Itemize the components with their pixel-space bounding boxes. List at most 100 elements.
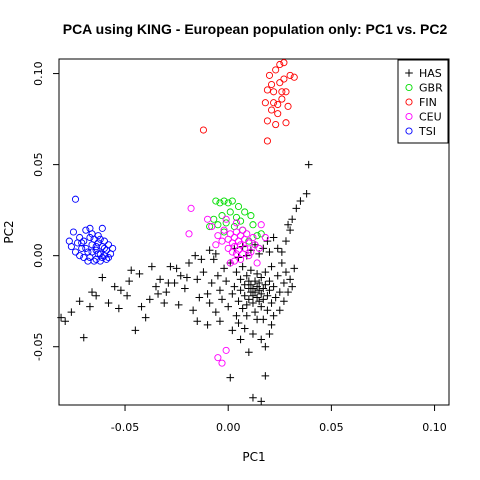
point-has — [75, 297, 84, 305]
point-has — [280, 279, 288, 287]
point-fin — [199, 126, 207, 134]
point-has — [185, 259, 193, 267]
point-ceu — [261, 233, 269, 242]
point-has — [273, 271, 282, 280]
point-fin — [278, 88, 286, 96]
point-has — [247, 266, 255, 275]
point-tsi-legend-symbol — [405, 127, 413, 135]
point-ceu — [230, 257, 238, 265]
point-ceu — [218, 237, 226, 245]
data-points — [57, 59, 313, 406]
point-has — [232, 268, 241, 276]
point-has — [172, 264, 181, 273]
point-gbr — [232, 213, 241, 221]
point-has — [271, 293, 280, 302]
point-has — [261, 268, 270, 276]
point-fin — [265, 71, 274, 79]
point-ceu — [257, 221, 265, 229]
point-has — [251, 240, 259, 249]
point-tsi — [84, 257, 92, 265]
point-fin — [280, 75, 288, 83]
point-has — [123, 291, 131, 300]
legend-label-ceu: CEU — [419, 111, 442, 124]
point-has — [228, 290, 237, 298]
point-has — [228, 326, 237, 335]
point-ceu — [222, 215, 230, 223]
point-fin — [274, 100, 282, 109]
point-has — [125, 277, 133, 285]
legend-label-has: HAS — [419, 67, 442, 80]
point-ceu — [237, 241, 245, 249]
point-has — [226, 259, 235, 267]
point-tsi — [88, 248, 96, 256]
point-has — [232, 311, 241, 320]
point-gbr — [237, 217, 245, 225]
point-gbr — [214, 221, 222, 229]
x-axis: -0.05 0.00 0.05 0.10 — [111, 405, 447, 434]
point-has — [212, 250, 220, 258]
point-gbr — [206, 222, 214, 231]
point-fin — [263, 137, 271, 145]
point-gbr — [249, 221, 257, 229]
point-tsi — [88, 230, 96, 238]
point-tsi — [82, 226, 90, 234]
y-tick-label: -0.05 — [32, 332, 45, 360]
y-tick-label: 0.05 — [32, 152, 45, 177]
point-gbr — [222, 219, 230, 227]
x-tick-label: 0.00 — [216, 421, 241, 434]
x-tick-label: -0.05 — [111, 421, 139, 434]
point-has — [261, 281, 270, 289]
point-has — [265, 248, 274, 256]
point-has — [205, 299, 214, 307]
point-tsi — [90, 257, 98, 265]
point-ceu — [224, 244, 232, 252]
point-has — [212, 308, 220, 316]
point-tsi — [109, 244, 117, 252]
point-ceu — [255, 244, 263, 252]
point-ceu — [243, 230, 251, 238]
legend-label-fin: FIN — [419, 96, 437, 109]
point-has — [191, 251, 199, 260]
point-has — [275, 306, 284, 315]
point-tsi — [67, 243, 75, 251]
point-has — [255, 297, 263, 305]
point-has — [249, 299, 257, 307]
point-has — [249, 284, 257, 293]
y-axis: -0.05 0.00 0.05 0.10 — [32, 61, 59, 361]
point-tsi — [82, 244, 90, 252]
point-fin — [272, 66, 280, 74]
point-ceu — [212, 241, 220, 249]
point-tsi — [92, 243, 100, 251]
point-tsi — [74, 239, 82, 247]
point-has — [193, 275, 202, 284]
point-has — [265, 330, 274, 338]
point-gbr — [228, 197, 236, 205]
point-tsi — [71, 195, 80, 203]
point-has — [164, 279, 173, 287]
point-has — [141, 313, 150, 322]
point-has — [135, 270, 144, 278]
point-tsi — [80, 237, 88, 245]
point-tsi — [94, 250, 102, 258]
point-has — [240, 291, 249, 300]
point-ceu — [187, 204, 195, 212]
point-tsi — [100, 244, 108, 252]
point-fin — [274, 110, 282, 118]
point-ceu — [249, 233, 257, 242]
point-gbr — [212, 197, 220, 205]
point-has — [251, 308, 259, 316]
point-ceu — [222, 346, 230, 354]
point-tsi — [78, 239, 86, 247]
point-gbr — [216, 199, 224, 207]
point-gbr — [234, 202, 243, 211]
point-has — [214, 271, 222, 280]
point-has — [205, 246, 214, 255]
point-has — [282, 237, 290, 245]
point-gbr — [245, 237, 253, 245]
point-has — [280, 297, 288, 305]
point-has — [216, 286, 224, 295]
point-has — [263, 306, 272, 315]
point-gbr — [253, 232, 261, 240]
point-tsi — [96, 235, 104, 243]
